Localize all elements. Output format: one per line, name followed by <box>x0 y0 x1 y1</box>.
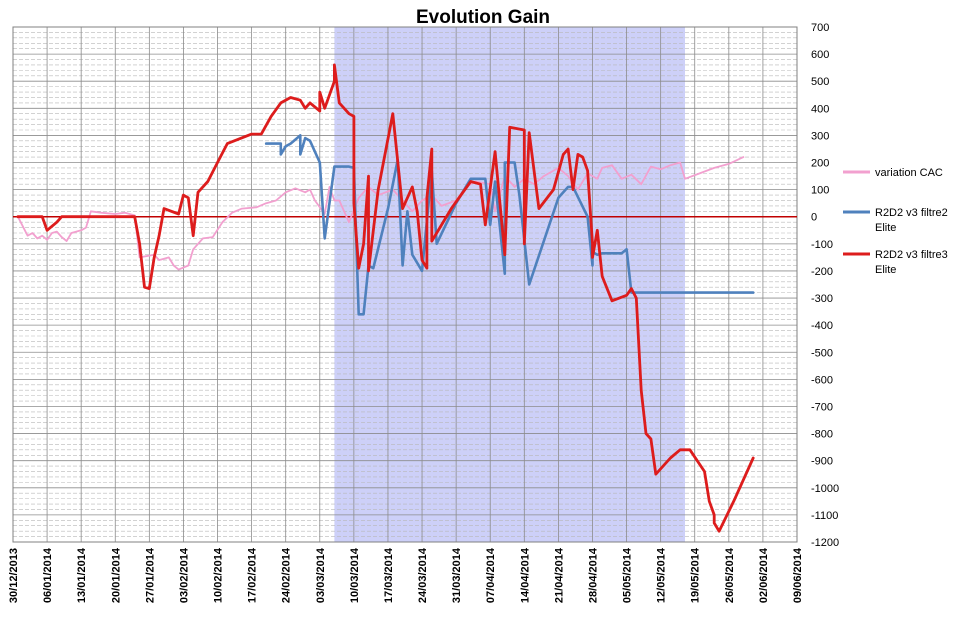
x-tick-label: 03/03/2014 <box>315 547 327 603</box>
y-tick-label: -1200 <box>811 537 839 549</box>
x-tick-label: 24/03/2014 <box>417 547 429 603</box>
x-tick-label: 10/02/2014 <box>213 547 225 603</box>
x-tick-label: 09/06/2014 <box>792 547 804 603</box>
y-tick-label: -100 <box>811 239 833 251</box>
y-tick-label: 0 <box>811 212 817 224</box>
legend-label-2: R2D2 v3 filtre2 Elite <box>875 207 948 234</box>
x-tick-label: 28/04/2014 <box>587 547 599 603</box>
y-tick-label: 400 <box>811 103 829 115</box>
y-tick-label: -200 <box>811 266 833 278</box>
plot-border <box>12 26 798 543</box>
x-tick-label: 14/04/2014 <box>519 547 531 603</box>
y-tick-label: -700 <box>811 401 833 413</box>
y-tick-label: -300 <box>811 293 833 305</box>
x-tick-label: 12/05/2014 <box>656 547 668 603</box>
y-tick-label: -800 <box>811 429 833 441</box>
x-tick-label: 27/01/2014 <box>144 547 156 603</box>
x-tick-label: 07/04/2014 <box>485 547 497 603</box>
y-tick-label: -1100 <box>811 510 838 522</box>
legend-label-1: variation CAC <box>875 167 943 179</box>
x-tick-label: 17/02/2014 <box>247 547 259 603</box>
x-tick-label: 31/03/2014 <box>451 547 463 603</box>
x-tick-label: 30/12/2013 <box>8 548 20 603</box>
y-tick-label: -900 <box>811 456 833 468</box>
y-tick-label: 700 <box>811 22 829 34</box>
x-tick-label: 03/02/2014 <box>178 547 190 603</box>
y-tick-label: 300 <box>811 130 829 142</box>
x-tick-label: 02/06/2014 <box>758 547 770 603</box>
y-tick-label: 600 <box>811 49 829 61</box>
x-tick-label: 10/03/2014 <box>349 547 361 603</box>
y-tick-label: -400 <box>811 320 833 332</box>
chart-title: Evolution Gain <box>416 7 550 28</box>
y-tick-label: -500 <box>811 347 833 359</box>
x-tick-label: 21/04/2014 <box>553 547 565 603</box>
x-tick-label: 20/01/2014 <box>110 547 122 603</box>
series-line-3 <box>16 63 755 533</box>
legend: variation CAC R2D2 v3 filtre2 Elite R2D2 v3… <box>843 167 948 276</box>
x-tick-label: 19/05/2014 <box>690 547 702 603</box>
x-tick-label: 06/01/2014 <box>42 547 54 603</box>
x-tick-label: 26/05/2014 <box>724 547 736 603</box>
y-tick-label: -600 <box>811 374 833 386</box>
x-tick-label: 05/05/2014 <box>622 547 634 603</box>
x-tick-label: 24/02/2014 <box>281 547 293 603</box>
highlight-band <box>334 27 685 542</box>
x-tick-label: 17/03/2014 <box>383 547 395 603</box>
y-tick-label: 100 <box>811 185 829 197</box>
y-tick-label: -1000 <box>811 483 839 495</box>
y-tick-label: 500 <box>811 76 829 88</box>
y-tick-label: 200 <box>811 158 829 170</box>
legend-label-3: R2D2 v3 filtre3 Elite <box>875 249 948 276</box>
x-tick-label: 13/01/2014 <box>76 547 88 603</box>
